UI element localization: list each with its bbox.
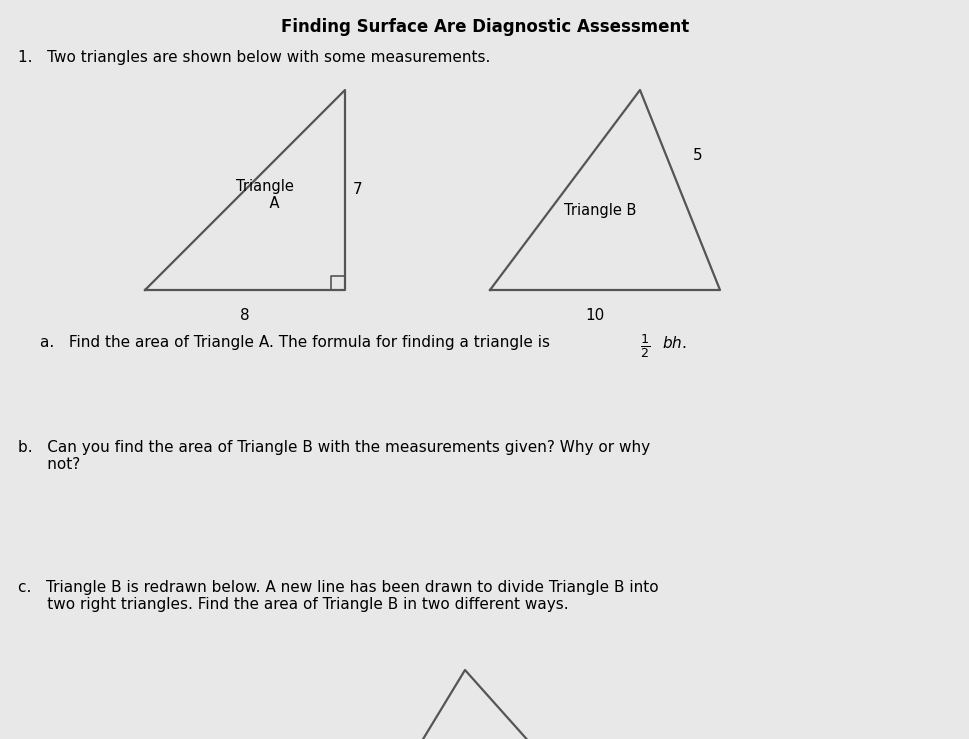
Text: Finding Surface Are Diagnostic Assessment: Finding Surface Are Diagnostic Assessmen… — [281, 18, 688, 36]
Text: 10: 10 — [584, 308, 604, 323]
Text: b.   Can you find the area of Triangle B with the measurements given? Why or why: b. Can you find the area of Triangle B w… — [18, 440, 649, 472]
Text: 5: 5 — [692, 148, 702, 163]
Text: Triangle
    A: Triangle A — [235, 179, 294, 211]
Text: $\frac{1}{2}$: $\frac{1}{2}$ — [640, 332, 649, 360]
Text: 7: 7 — [353, 183, 362, 197]
Text: Triangle B: Triangle B — [563, 202, 636, 217]
Text: c.   Triangle B is redrawn below. A new line has been drawn to divide Triangle B: c. Triangle B is redrawn below. A new li… — [18, 580, 658, 613]
Text: 1.   Two triangles are shown below with some measurements.: 1. Two triangles are shown below with so… — [18, 50, 490, 65]
Text: $bh$.: $bh$. — [661, 335, 686, 351]
Text: 8: 8 — [240, 308, 250, 323]
Text: a.   Find the area of Triangle A. The formula for finding a triangle is: a. Find the area of Triangle A. The form… — [40, 335, 554, 350]
